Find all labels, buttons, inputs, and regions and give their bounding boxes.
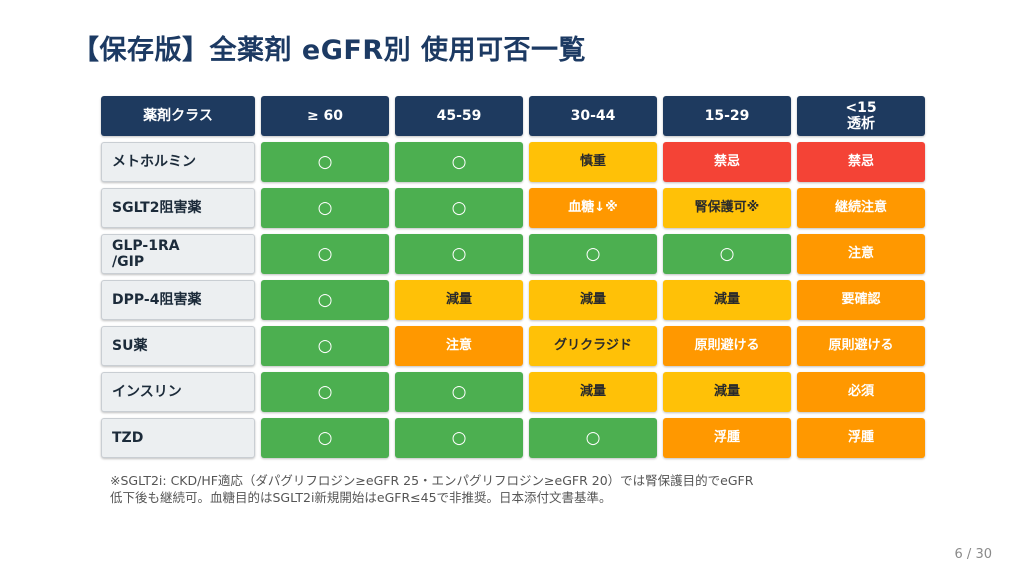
column-header: 30-44	[529, 96, 657, 136]
column-header: ≥ 60	[261, 96, 389, 136]
status-cell: 減量	[529, 280, 657, 320]
status-cell: 浮腫	[797, 418, 925, 458]
status-cell: 原則避ける	[663, 326, 791, 366]
status-cell: 血糖↓※	[529, 188, 657, 228]
row-label: SGLT2阻害薬	[101, 188, 255, 228]
status-cell: ○	[663, 234, 791, 274]
footnote-line: 低下後も継続可。血糖目的はSGLT2i新規開始はeGFR≤45で非推奨。日本添付…	[110, 490, 612, 505]
status-cell: ○	[261, 372, 389, 412]
status-cell: ○	[261, 142, 389, 182]
status-cell: 腎保護可※	[663, 188, 791, 228]
status-cell: ○	[395, 188, 523, 228]
row-label: DPP-4阻害薬	[101, 280, 255, 320]
status-cell: ○	[395, 142, 523, 182]
status-cell: 減量	[529, 372, 657, 412]
status-cell: ○	[261, 188, 389, 228]
status-cell: 要確認	[797, 280, 925, 320]
status-cell: ○	[395, 418, 523, 458]
status-cell: ○	[261, 418, 389, 458]
status-cell: 禁忌	[663, 142, 791, 182]
column-header: <15 透析	[797, 96, 925, 136]
status-cell: ○	[529, 418, 657, 458]
status-cell: 必須	[797, 372, 925, 412]
status-cell: ○	[395, 372, 523, 412]
status-cell: 注意	[797, 234, 925, 274]
status-cell: 減量	[663, 280, 791, 320]
column-header: 45-59	[395, 96, 523, 136]
status-cell: 浮腫	[663, 418, 791, 458]
status-cell: ○	[395, 234, 523, 274]
status-cell: 禁忌	[797, 142, 925, 182]
page-number: 6 / 30	[954, 547, 992, 562]
footnote-line: ※SGLT2i: CKD/HF適応（ダパグリフロジン≥eGFR 25・エンパグリ…	[110, 473, 754, 488]
column-header: 15-29	[663, 96, 791, 136]
status-cell: 減量	[395, 280, 523, 320]
status-cell: ○	[529, 234, 657, 274]
status-cell: グリクラジド	[529, 326, 657, 366]
row-label: メトホルミン	[101, 142, 255, 182]
status-cell: ○	[261, 280, 389, 320]
egfr-table: 薬剤クラス ≥ 60 45-59 30-44 15-29 <15 透析 メトホルミン ○ ○ 慎重禁…	[101, 96, 925, 458]
footnote: ※SGLT2i: CKD/HF適応（ダパグリフロジン≥eGFR 25・エンパグリ…	[110, 472, 910, 506]
row-label: GLP-1RA/GIP	[101, 234, 255, 274]
status-cell: 継続注意	[797, 188, 925, 228]
row-label: SU薬	[101, 326, 255, 366]
row-label: TZD	[101, 418, 255, 458]
status-cell: ○	[261, 234, 389, 274]
status-cell: 原則避ける	[797, 326, 925, 366]
row-label: インスリン	[101, 372, 255, 412]
status-cell: 減量	[663, 372, 791, 412]
status-cell: 慎重	[529, 142, 657, 182]
page-title: 【保存版】全薬剤 eGFR別 使用可否一覧	[72, 35, 587, 66]
column-header: 薬剤クラス	[101, 96, 255, 136]
status-cell: ○	[261, 326, 389, 366]
status-cell: 注意	[395, 326, 523, 366]
